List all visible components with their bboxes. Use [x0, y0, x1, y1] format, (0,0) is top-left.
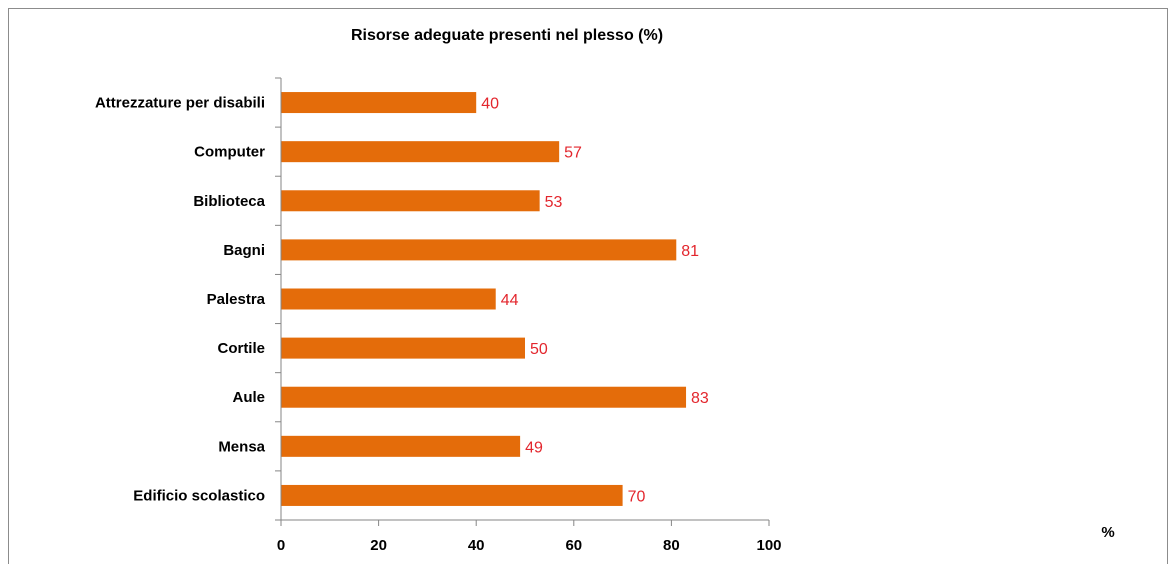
- axes-layer: [275, 77, 770, 526]
- data-label: 50: [530, 341, 548, 358]
- chart-title: Risorse adeguate presenti nel plesso (%): [351, 27, 663, 44]
- category-label: Computer: [194, 144, 265, 161]
- category-label: Aule: [232, 389, 265, 406]
- category-label: Attrezzature per disabili: [95, 95, 265, 112]
- bar: [281, 92, 477, 114]
- data-label: 44: [501, 292, 519, 309]
- x-tick-label: 40: [468, 537, 485, 554]
- bar: [281, 288, 496, 310]
- x-tick-label: 100: [756, 537, 781, 554]
- bar: [281, 386, 687, 408]
- chart-frame: [8, 8, 1168, 564]
- bar: [281, 435, 521, 457]
- category-label: Bagni: [223, 242, 265, 259]
- category-label: Biblioteca: [193, 193, 265, 210]
- x-tick-label: 0: [277, 537, 285, 554]
- x-tick-label: 20: [370, 537, 387, 554]
- data-label: 49: [525, 439, 543, 456]
- bar: [281, 484, 623, 506]
- category-label: Palestra: [207, 291, 266, 308]
- x-tick-label: 80: [663, 537, 680, 554]
- data-label: 81: [681, 243, 699, 260]
- data-label: 70: [628, 488, 646, 505]
- x-axis-unit-label: %: [1101, 524, 1114, 541]
- x-tick-label: 60: [565, 537, 582, 554]
- bars-layer: [281, 92, 687, 506]
- data-label: 40: [481, 96, 499, 113]
- bar: [281, 190, 540, 212]
- data-label: 53: [545, 194, 563, 211]
- bar: [281, 141, 560, 163]
- category-label: Mensa: [218, 438, 265, 455]
- category-label: Cortile: [217, 340, 265, 357]
- category-label: Edificio scolastico: [133, 487, 265, 504]
- data-label: 57: [564, 145, 582, 162]
- bar: [281, 239, 677, 261]
- bar: [281, 337, 525, 359]
- data-label: 83: [691, 390, 709, 407]
- labels-layer: Attrezzature per disabili 40 Computer 57 Bib…: [95, 95, 782, 554]
